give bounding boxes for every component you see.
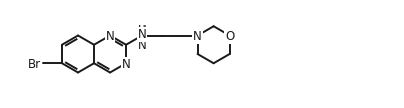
Text: O: O — [225, 30, 234, 44]
Text: N: N — [106, 30, 114, 44]
Text: N: N — [193, 30, 202, 44]
Text: N: N — [122, 58, 130, 71]
Text: H
N: H N — [138, 24, 147, 52]
Text: H: H — [138, 25, 146, 35]
Text: Br: Br — [28, 58, 42, 71]
Text: N: N — [138, 28, 147, 41]
Text: N: N — [193, 30, 202, 44]
